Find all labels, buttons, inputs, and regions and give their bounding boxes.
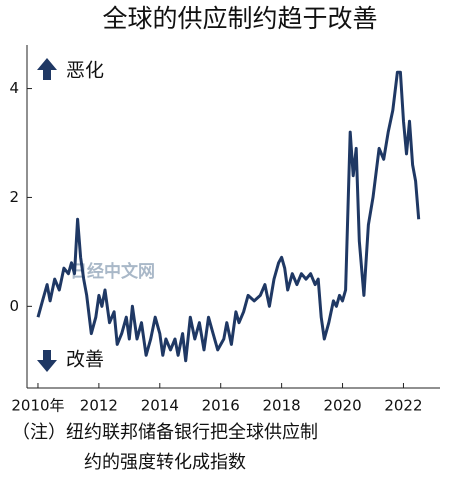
chart-title: 全球的供应制约趋于改善: [102, 4, 377, 33]
y-tick-label: 0: [9, 297, 19, 315]
y-tick-label: 4: [9, 79, 19, 97]
x-tick-label: 2022: [384, 397, 422, 415]
x-tick-label: 2010年: [11, 397, 64, 415]
watermark: 日经中文网: [70, 261, 155, 282]
x-tick-label: 2016: [202, 397, 240, 415]
annotation: 改善: [66, 349, 104, 371]
x-tick-label: 2014: [141, 397, 179, 415]
y-tick-label: 2: [9, 188, 19, 206]
data-line: [36, 70, 421, 363]
x-tick-label: 2012: [80, 397, 118, 415]
down-arrow-icon: [37, 350, 57, 372]
x-tick-label: 2020: [323, 397, 361, 415]
note: 约的强度转化成指数: [84, 452, 246, 473]
x-tick-label: 2018: [263, 397, 301, 415]
up-arrow-icon: [37, 58, 57, 80]
note: （注）纽约联邦储备银行把全球供应制: [12, 422, 318, 443]
annotation: 恶化: [66, 60, 104, 82]
